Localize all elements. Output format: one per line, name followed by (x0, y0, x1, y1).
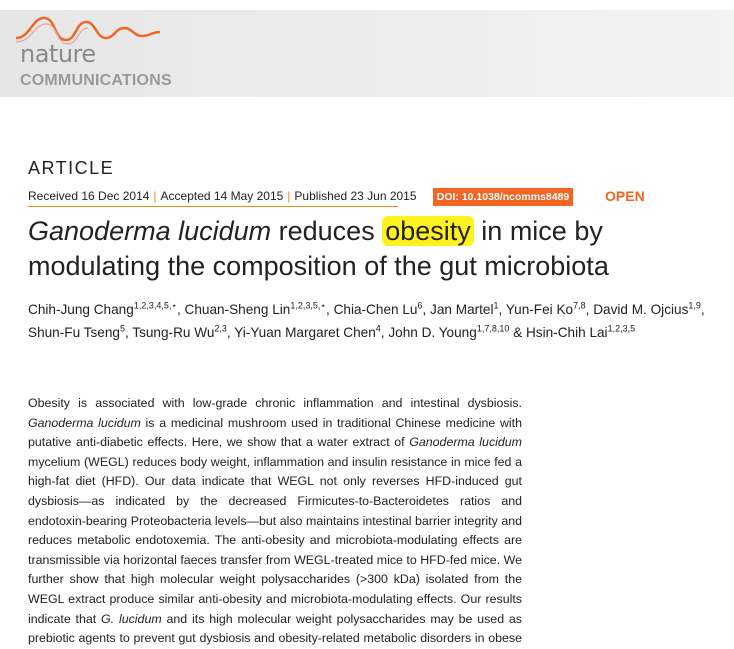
date-separator: | (153, 189, 157, 203)
date-accepted: Accepted 14 May 2015 (160, 189, 284, 203)
author-affiliations: 1,2,3,5 (607, 323, 636, 334)
author-affiliations: 1,7,8,10 (476, 323, 510, 334)
authors: Chih-Jung Chang1,2,3,4,5,⋆, Chuan-Sheng … (28, 298, 718, 344)
abstract-text: is a medicinal mushroom used in traditio… (28, 415, 522, 450)
title-text: in mice by modulating the composition of… (28, 216, 609, 281)
author[interactable]: Chih-Jung Chang1,2,3,4,5,⋆ (28, 300, 177, 317)
author-joiner: & (513, 325, 523, 340)
author[interactable]: Tsung-Ru Wu2,3 (132, 323, 227, 340)
author-separator: , (380, 325, 385, 340)
author-separator: , (226, 325, 231, 340)
author[interactable]: Hsin-Chih Lai1,2,3,5 (525, 323, 636, 340)
author-separator: , (498, 302, 503, 317)
title-highlight: obesity (382, 216, 474, 246)
author-name: Yi-Yuan Margaret Chen (234, 325, 376, 340)
date-rule (28, 206, 398, 207)
wave-line (15, 23, 89, 45)
author[interactable]: Jan Martel1 (430, 300, 499, 317)
author[interactable]: Shun-Fu Tseng5 (28, 323, 125, 340)
author-name: Shun-Fu Tseng (28, 325, 120, 340)
author-name: Chih-Jung Chang (28, 302, 134, 317)
author[interactable]: David M. Ojcius1,9 (593, 300, 701, 317)
title-italic: Ganoderma lucidum (28, 216, 272, 246)
author-separator: , (176, 302, 181, 317)
dates: Received 16 Dec 2014 | Accepted 14 May 201… (28, 189, 417, 203)
article-title: Ganoderma lucidum reduces obesity in mic… (28, 214, 718, 284)
author[interactable]: Yi-Yuan Margaret Chen4 (234, 323, 381, 340)
author[interactable]: Chia-Chen Lu6 (333, 300, 423, 317)
abstract-text: and its high molecular weight polysaccha… (28, 611, 522, 646)
author-name: Tsung-Ru Wu (132, 325, 215, 340)
author-separator: , (700, 302, 705, 317)
author-separator: , (326, 302, 330, 317)
author[interactable]: Yun-Fei Ko7,8 (505, 300, 586, 317)
logo-wave (15, 16, 161, 45)
author-affiliations: 6 (417, 300, 423, 311)
abstract-text: Ganoderma lucidum (28, 415, 141, 430)
journal-header: nature COMMUNICATIONS (0, 10, 734, 97)
author-name: Jan Martel (430, 302, 494, 317)
author-separator: , (585, 302, 590, 317)
author-name: John D. Young (388, 325, 477, 340)
author-affiliations: 1,2,3,4,5,⋆ (133, 300, 177, 311)
author-name: Yun-Fei Ko (505, 302, 574, 317)
open-access: OPEN (605, 188, 645, 204)
journal-subtitle: COMMUNICATIONS (20, 72, 172, 89)
author[interactable]: John D. Young1,7,8,10 (388, 323, 510, 340)
abstract-text: mycelium (WEGL) reduces body weight, inf… (28, 454, 522, 626)
article-type: ARTICLE (28, 158, 115, 178)
author-affiliations: 1,2,3,5,⋆ (290, 300, 327, 311)
author-separator: , (422, 302, 427, 317)
journal-name: nature (20, 40, 96, 68)
abstract-text: Ganoderma lucidum (409, 435, 523, 450)
author-name: Chuan-Sheng Lin (184, 302, 291, 317)
title-text: reduces (278, 216, 375, 246)
author-affiliations: 4 (375, 323, 381, 334)
author-affiliations: 5 (119, 323, 125, 334)
author-affiliations: 1,9 (688, 300, 701, 311)
author[interactable]: Chuan-Sheng Lin1,2,3,5,⋆ (184, 300, 327, 317)
date-received: Received 16 Dec 2014 (28, 189, 150, 203)
author-name: Chia-Chen Lu (333, 302, 418, 317)
author-affiliations: 7,8 (573, 300, 586, 311)
abstract-text: G. lucidum (101, 611, 162, 626)
author-name: David M. Ojcius (593, 302, 689, 317)
date-published: Published 23 Jun 2015 (294, 189, 417, 203)
author-name: Hsin-Chih Lai (525, 325, 608, 340)
abstract-text: Obesity is associated with low-grade chr… (28, 396, 522, 410)
author-affiliations: 1 (493, 300, 499, 311)
author-separator: , (124, 325, 129, 340)
date-separator: | (287, 189, 291, 203)
wave-line (15, 16, 161, 42)
abstract: Obesity is associated with low-grade chr… (28, 394, 522, 649)
author-affiliations: 2,3 (214, 323, 227, 334)
doi-badge[interactable]: DOI: 10.1038/ncomms8489 (433, 188, 573, 206)
